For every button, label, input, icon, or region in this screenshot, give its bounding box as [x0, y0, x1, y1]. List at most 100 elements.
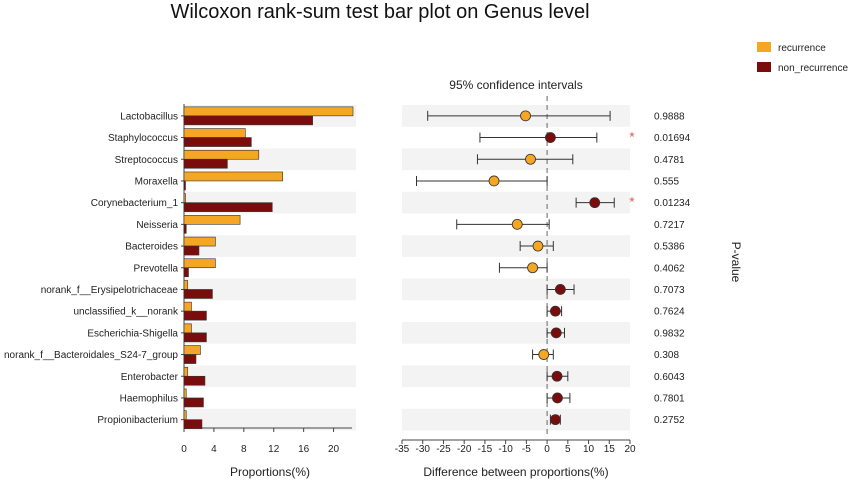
non-recurrence-bar — [183, 397, 204, 408]
category-label: Staphylococcus — [108, 133, 178, 144]
ci-row-band — [402, 408, 630, 431]
non-recurrence-bar — [183, 202, 273, 212]
category-label: Bacteroides — [125, 242, 178, 253]
right-x-tick-label: 5 — [565, 444, 571, 455]
category-label: Corynebacterium_1 — [91, 198, 179, 209]
right-x-tick-label: -30 — [416, 444, 431, 455]
left-row-band — [184, 235, 356, 257]
non-recurrence-bar — [183, 289, 213, 299]
recurrence-bar — [183, 388, 187, 399]
category-label: Neisseria — [136, 220, 178, 231]
ci-point — [538, 349, 550, 360]
recurrence-bar — [183, 258, 216, 269]
p-value: 0.4781 — [654, 155, 685, 166]
recurrence-bar — [183, 280, 189, 290]
ci-point — [549, 305, 561, 317]
non-recurrence-bar — [183, 267, 189, 278]
ci-point — [552, 392, 563, 404]
left-x-axis-label: Proportions(%) — [230, 465, 310, 479]
non-recurrence-bar — [183, 245, 200, 256]
left-row-band — [184, 278, 356, 301]
right-x-tick-label: -15 — [478, 444, 493, 455]
right-x-tick-label: -20 — [457, 444, 472, 455]
pvalue-axis-label: P-value — [729, 242, 743, 283]
category-label: Enterobacter — [121, 372, 179, 383]
recurrence-bar — [183, 366, 189, 377]
category-label: norank_f__Erysipelotrichaceae — [41, 285, 179, 296]
non-recurrence-bar — [183, 375, 206, 386]
left-row-band — [184, 365, 356, 388]
non-recurrence-bar — [183, 180, 186, 191]
legend: recurrence non_recurrence — [757, 42, 848, 74]
non-recurrence-bar — [183, 332, 207, 343]
category-label: Propionibacterium — [97, 415, 178, 426]
right-x-tick-label: -10 — [498, 444, 513, 455]
significance-star: * — [629, 194, 635, 210]
ci-row-band — [402, 235, 630, 257]
p-value: 0.555 — [654, 176, 679, 187]
legend-label: recurrence — [778, 43, 826, 54]
left-row-band — [184, 408, 356, 431]
ci-row-band — [402, 365, 630, 388]
category-label: Escherichia-Shigella — [87, 328, 178, 339]
ci-point — [532, 240, 544, 252]
recurrence-bar — [183, 193, 186, 203]
category-label: Streptococcus — [115, 155, 178, 166]
non-recurrence-bar — [183, 224, 187, 234]
recurrence-bar — [183, 301, 192, 312]
non-recurrence-bar — [183, 158, 228, 169]
recurrence-bar — [183, 149, 260, 160]
ci-row-band — [402, 322, 630, 344]
right-x-tick-label: -25 — [436, 444, 451, 455]
non-recurrence-bar — [183, 419, 203, 429]
legend-swatch — [757, 62, 771, 72]
p-value: 0.9888 — [654, 111, 685, 122]
ci-point — [589, 197, 601, 209]
p-value: 0.9832 — [654, 328, 685, 339]
p-value: 0.01694 — [654, 133, 691, 144]
p-value: 0.308 — [654, 350, 679, 361]
legend-label: non_recurrence — [778, 63, 848, 74]
recurrence-bar — [183, 215, 241, 225]
category-label: Moraxella — [135, 176, 179, 187]
legend-swatch — [757, 42, 771, 52]
ci-point — [520, 110, 531, 122]
right-x-tick-label: 0 — [544, 444, 550, 455]
p-value: 0.7217 — [654, 220, 685, 231]
chart-title: Wilcoxon rank-sum test bar plot on Genus… — [170, 1, 589, 23]
left-x-tick-label: 4 — [211, 444, 217, 455]
ci-point — [527, 262, 538, 274]
category-label: Lactobacillus — [120, 111, 178, 122]
significance-star: * — [629, 129, 635, 145]
p-value: 0.7073 — [654, 285, 685, 296]
right-x-tick-label: -35 — [395, 444, 410, 455]
ci-point — [525, 153, 536, 165]
left-x-tick-label: 0 — [181, 444, 187, 455]
p-value: 0.01234 — [654, 198, 691, 209]
right-x-tick-label: 20 — [624, 444, 636, 455]
left-x-tick-label: 12 — [268, 444, 280, 455]
right-x-tick-label: 15 — [604, 444, 616, 455]
ci-point — [551, 370, 563, 382]
left-bar-panel: 0 4 8 12 16 20 Lactobacillus Staphylococcus Stre… — [4, 104, 354, 455]
left-x-tick-label: 8 — [241, 444, 247, 455]
left-x-tick-label: 20 — [328, 444, 340, 455]
right-x-tick-label: 10 — [583, 444, 595, 455]
ci-point — [545, 132, 556, 143]
category-label: norank_f__Bacteroidales_S24-7_group — [4, 350, 178, 361]
ci-subtitle: 95% confidence intervals — [449, 78, 582, 92]
left-x-tick-label: 16 — [298, 444, 310, 455]
recurrence-bar — [183, 171, 284, 182]
recurrence-bar — [183, 128, 246, 138]
recurrence-bar — [183, 410, 187, 420]
category-label: unclassified_k__norank — [73, 307, 179, 318]
p-value: 0.7624 — [654, 307, 685, 318]
non-recurrence-bar — [183, 115, 313, 126]
ci-point — [554, 284, 566, 295]
left-row-band — [184, 322, 356, 344]
ci-point — [550, 327, 562, 339]
ci-point — [511, 218, 523, 230]
non-recurrence-bar — [183, 137, 252, 147]
ci-panel: -35 -30 -25 -20 -15 -10 -5 0 5 10 15 20 0.9888 0.0169… — [395, 96, 691, 455]
